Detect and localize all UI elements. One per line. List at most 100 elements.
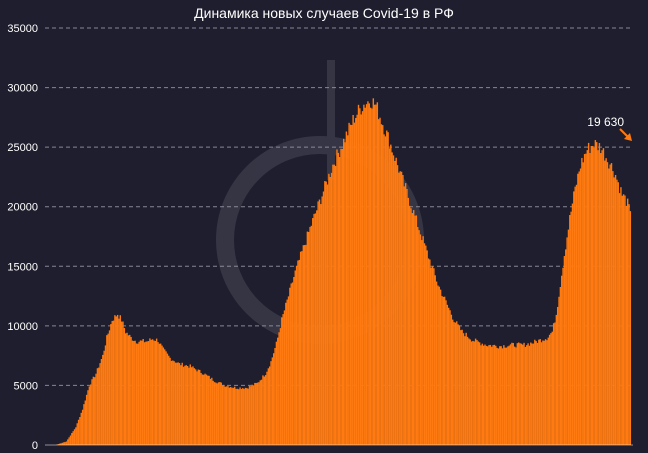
bar <box>104 345 107 445</box>
bar <box>433 268 435 445</box>
bar <box>544 339 547 445</box>
bar <box>83 404 85 445</box>
bar <box>220 382 222 445</box>
y-tick-label: 5000 <box>14 380 38 392</box>
bar <box>126 332 128 445</box>
bar <box>127 335 130 445</box>
bar <box>89 384 92 445</box>
bar <box>119 315 122 445</box>
bar <box>629 211 632 445</box>
bar <box>613 177 615 445</box>
bar <box>274 348 276 445</box>
bar <box>622 194 625 445</box>
bar <box>497 348 500 445</box>
bar <box>571 203 574 445</box>
bar <box>238 389 240 445</box>
bar <box>217 382 220 445</box>
y-tick-label: 10000 <box>7 321 38 333</box>
bar <box>158 343 161 445</box>
bar <box>566 237 568 445</box>
bar <box>536 342 539 445</box>
bar <box>543 340 545 445</box>
bar <box>377 119 380 445</box>
bar <box>352 114 354 445</box>
bar <box>495 345 497 445</box>
bar <box>361 111 364 445</box>
bar <box>118 318 120 445</box>
bar <box>215 382 217 445</box>
bar <box>364 107 366 445</box>
bar <box>106 335 108 445</box>
bar <box>68 437 70 445</box>
bar <box>334 165 337 445</box>
bar <box>610 163 613 445</box>
bar <box>602 148 605 445</box>
bar <box>85 394 88 445</box>
bar <box>375 104 377 445</box>
bar <box>534 339 536 445</box>
bar <box>65 441 68 445</box>
bar <box>503 345 505 445</box>
bar <box>396 165 399 445</box>
bar <box>609 164 611 445</box>
bar <box>434 275 436 445</box>
bar <box>63 442 65 445</box>
bar <box>606 162 609 445</box>
bar <box>229 387 232 445</box>
bar <box>394 160 396 445</box>
bar <box>442 296 444 445</box>
bar <box>376 102 379 445</box>
bar <box>380 124 383 446</box>
bar <box>289 287 291 445</box>
bar <box>403 186 405 445</box>
bar <box>185 365 187 445</box>
bar <box>508 345 510 445</box>
bar <box>535 341 537 445</box>
bar <box>135 343 138 445</box>
bar <box>372 98 375 445</box>
bar <box>94 377 96 445</box>
bar <box>556 306 559 445</box>
bar <box>373 104 376 445</box>
bar <box>110 324 112 445</box>
bar <box>437 285 439 445</box>
bar <box>496 347 498 445</box>
bar <box>371 108 373 445</box>
bar <box>310 225 313 445</box>
bar <box>526 345 528 445</box>
bar <box>181 362 183 445</box>
annotation-arrow-head <box>624 133 632 141</box>
bar <box>236 388 239 445</box>
bar <box>458 325 461 445</box>
bar <box>474 338 477 445</box>
bar <box>616 179 618 446</box>
bar <box>408 205 411 445</box>
bar <box>72 431 74 445</box>
bar <box>410 208 412 445</box>
bar <box>608 168 610 445</box>
bar <box>107 333 109 445</box>
bar <box>621 195 623 445</box>
bar <box>92 376 95 445</box>
bar <box>108 330 111 445</box>
bar <box>520 343 523 445</box>
bar <box>252 385 255 445</box>
bar <box>239 387 241 445</box>
bar <box>278 332 280 445</box>
bar <box>328 173 330 445</box>
bar <box>270 361 272 445</box>
bar <box>480 345 482 445</box>
bar <box>137 343 139 445</box>
bar <box>577 173 579 445</box>
y-tick-label: 15000 <box>7 261 38 273</box>
bar <box>330 172 333 445</box>
bar <box>392 155 395 446</box>
bar <box>207 375 209 445</box>
bar <box>418 230 420 445</box>
bar <box>166 353 169 445</box>
bar <box>147 341 150 445</box>
bar <box>552 323 555 445</box>
bar <box>194 369 197 445</box>
bar <box>326 184 329 446</box>
bar <box>155 338 158 445</box>
